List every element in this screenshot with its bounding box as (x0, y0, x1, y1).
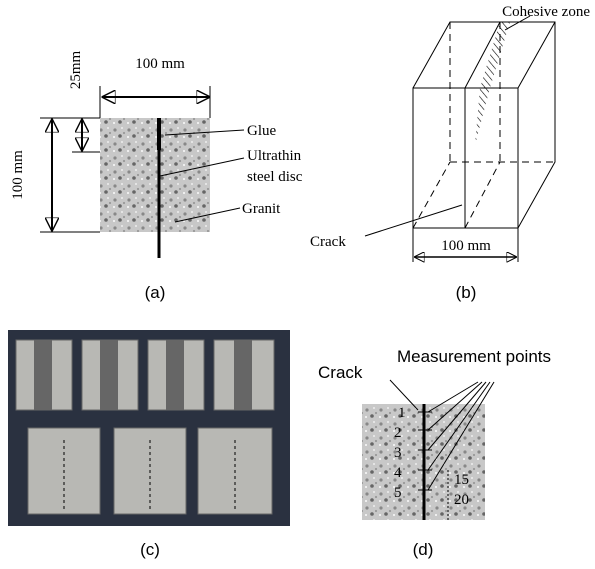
points (418, 381, 495, 520)
panel-b: Cohesive zone Crack 100 mm (b) (310, 4, 590, 302)
leader (159, 157, 245, 177)
width-label: 100 mm (441, 238, 491, 254)
leader (174, 207, 241, 223)
zone-label: Cohesive zone (502, 4, 590, 20)
caption: (a) (145, 283, 166, 302)
cube-edge (517, 21, 556, 89)
notch-label: 25mm (68, 51, 84, 90)
leader (364, 204, 463, 237)
spacing-label: 20 (454, 492, 469, 508)
point-label: 2 (394, 425, 402, 441)
leader (504, 15, 531, 31)
glue-label: Glue (247, 123, 277, 139)
disc-label: Ultrathin (247, 148, 302, 164)
panel-a: 100 mm 25mm 100 mm Glue Ultrathin steel … (10, 51, 303, 302)
granite-label: Granit (242, 201, 281, 217)
point-label: 3 (394, 445, 402, 461)
crack-plane (464, 21, 501, 89)
width-label: 100 mm (135, 56, 185, 72)
height-label: 100 mm (10, 150, 26, 200)
caption: (b) (456, 283, 477, 302)
point-label: 4 (394, 465, 402, 481)
disc-label: steel disc (247, 169, 303, 185)
point-label: 5 (394, 485, 402, 501)
caption: (c) (140, 540, 160, 559)
crack-label: Crack (318, 363, 363, 382)
hidden-edge (412, 161, 451, 229)
panel-c: (c) (8, 330, 290, 559)
leader (389, 379, 419, 411)
granite-block (100, 118, 210, 232)
title: Measurement points (397, 347, 551, 366)
crack-plane (464, 161, 501, 229)
caption: (d) (413, 540, 434, 559)
crack-label: Crack (310, 234, 346, 250)
leader (164, 129, 245, 136)
point-label: 1 (398, 405, 406, 421)
cohesive-zone (475, 22, 510, 145)
panel-d: Measurement points Crack 1 2 3 4 5 15 20… (318, 347, 551, 559)
spacing-label: 15 (454, 472, 469, 488)
